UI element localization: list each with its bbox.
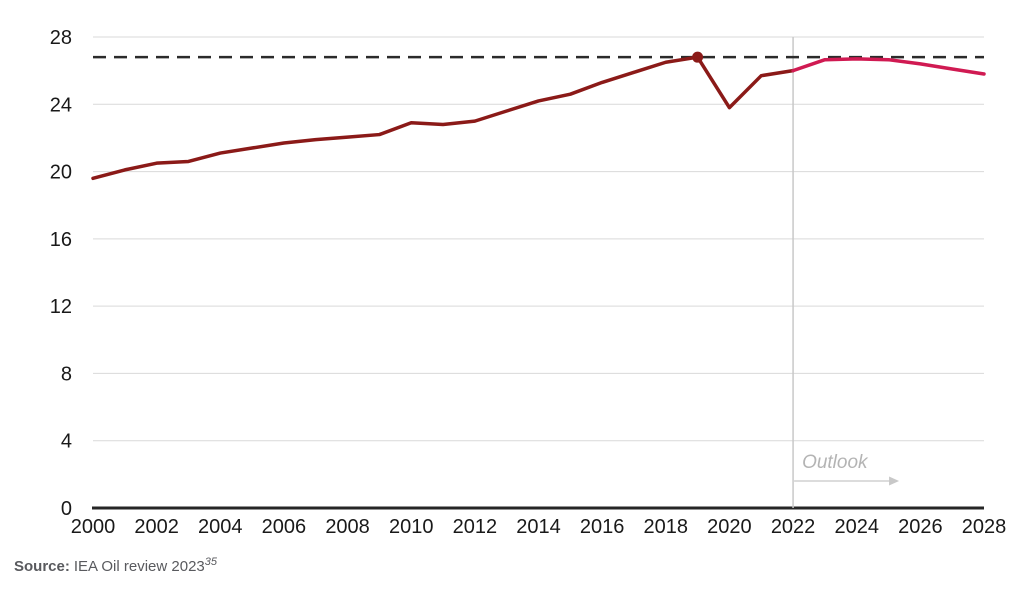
y-tick-label: 28 <box>50 27 72 49</box>
x-tick-label: 2028 <box>962 516 1007 538</box>
outlook-label: Outlook <box>802 452 869 473</box>
x-tick-label: 2006 <box>262 516 307 538</box>
y-tick-label: 16 <box>50 229 72 251</box>
x-tick-label: 2004 <box>198 516 243 538</box>
x-tick-label: 2014 <box>516 516 561 538</box>
x-tick-label: 2000 <box>71 516 116 538</box>
x-tick-label: 2002 <box>134 516 179 538</box>
peak-marker-dot <box>692 51 704 63</box>
x-tick-label: 2012 <box>453 516 498 538</box>
y-tick-label: 20 <box>50 162 72 184</box>
x-tick-label: 2016 <box>580 516 625 538</box>
x-tick-label: 2026 <box>898 516 943 538</box>
x-tick-label: 2010 <box>389 516 434 538</box>
source-text: IEA Oil review 2023 <box>73 558 205 575</box>
x-tick-label: 2008 <box>325 516 370 538</box>
y-tick-label: 0 <box>61 498 72 520</box>
series-line-historical <box>91 55 795 181</box>
source-superscript: 35 <box>204 556 218 568</box>
outlook-arrow-icon <box>889 476 900 486</box>
x-tick-label: 2018 <box>644 516 689 538</box>
source-label: Source: <box>14 558 70 575</box>
x-tick-label: 2024 <box>834 516 879 538</box>
series-line-outlook <box>791 57 986 76</box>
y-tick-label: 12 <box>50 296 72 318</box>
x-tick-label: 2020 <box>707 516 752 538</box>
y-tick-label: 8 <box>61 363 72 385</box>
y-tick-label: 24 <box>50 94 72 116</box>
y-tick-label: 4 <box>61 431 72 453</box>
source-note: Source: IEA Oil review 202335 <box>14 556 217 575</box>
x-tick-label: 2022 <box>771 516 816 538</box>
